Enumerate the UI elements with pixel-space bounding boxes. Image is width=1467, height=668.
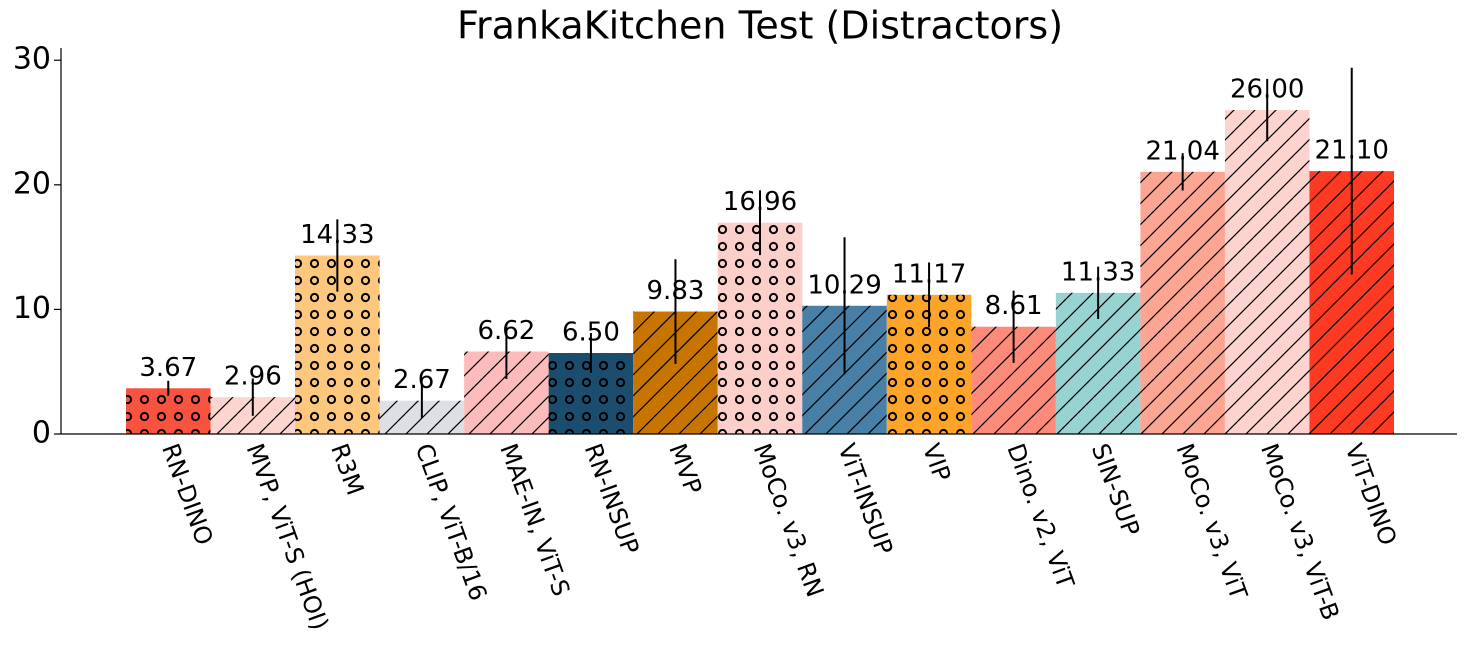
x-tick-label: VIP (917, 440, 956, 485)
x-tick-label: Dino. v2, ViT (1001, 440, 1079, 593)
chart-title: FrankaKitchen Test (Distractors) (457, 4, 1063, 48)
value-label: 3.67 (139, 353, 197, 383)
value-label: 6.62 (477, 316, 535, 346)
x-tick-label: CLIP, ViT-B/16 (410, 440, 493, 604)
value-label: 16.96 (723, 187, 797, 217)
value-label: 10.29 (807, 270, 881, 300)
y-tick-label: 20 (13, 166, 51, 201)
y-tick-label: 10 (13, 291, 51, 326)
x-tick-label: MoCo. v3, ViT-B (1255, 440, 1345, 624)
x-tick-label: ViT-INSUP (832, 440, 898, 559)
value-label: 11.17 (892, 259, 966, 289)
value-label: 8.61 (985, 291, 1043, 321)
x-tick-label: RN-INSUP (579, 440, 645, 558)
value-label: 26.00 (1230, 75, 1304, 105)
bar-hatch (1224, 110, 1310, 434)
x-tick-label: MoCo. v3, ViT (1170, 440, 1252, 604)
value-label: 6.50 (562, 318, 620, 348)
x-tick-label: MoCo. v3, RN (748, 440, 829, 601)
bar-hatch (717, 222, 803, 434)
x-tick-label: MVP (663, 440, 707, 498)
value-label: 9.83 (647, 276, 705, 306)
x-tick-label: MAE-IN, ViT-S (494, 440, 575, 600)
bar-hatch (1140, 171, 1225, 434)
x-tick-label: ViT-DINO (1340, 440, 1403, 549)
value-label: 21.10 (1315, 136, 1389, 166)
y-tick-label: 30 (13, 42, 51, 77)
x-tick-label: SIN-SUP (1086, 440, 1145, 540)
value-label: 2.96 (224, 362, 282, 392)
x-tick-label: RN-DINO (156, 440, 218, 549)
bar-hatch (126, 388, 211, 434)
x-tick-label: R3M (325, 440, 369, 499)
x-tick-label: MVP, ViT-S (HOI) (241, 440, 334, 634)
value-label: 14.33 (300, 220, 374, 250)
value-label: 11.33 (1061, 257, 1135, 287)
y-tick-label: 0 (32, 416, 51, 451)
value-label: 21.04 (1145, 136, 1219, 166)
value-label: 2.67 (393, 365, 451, 395)
